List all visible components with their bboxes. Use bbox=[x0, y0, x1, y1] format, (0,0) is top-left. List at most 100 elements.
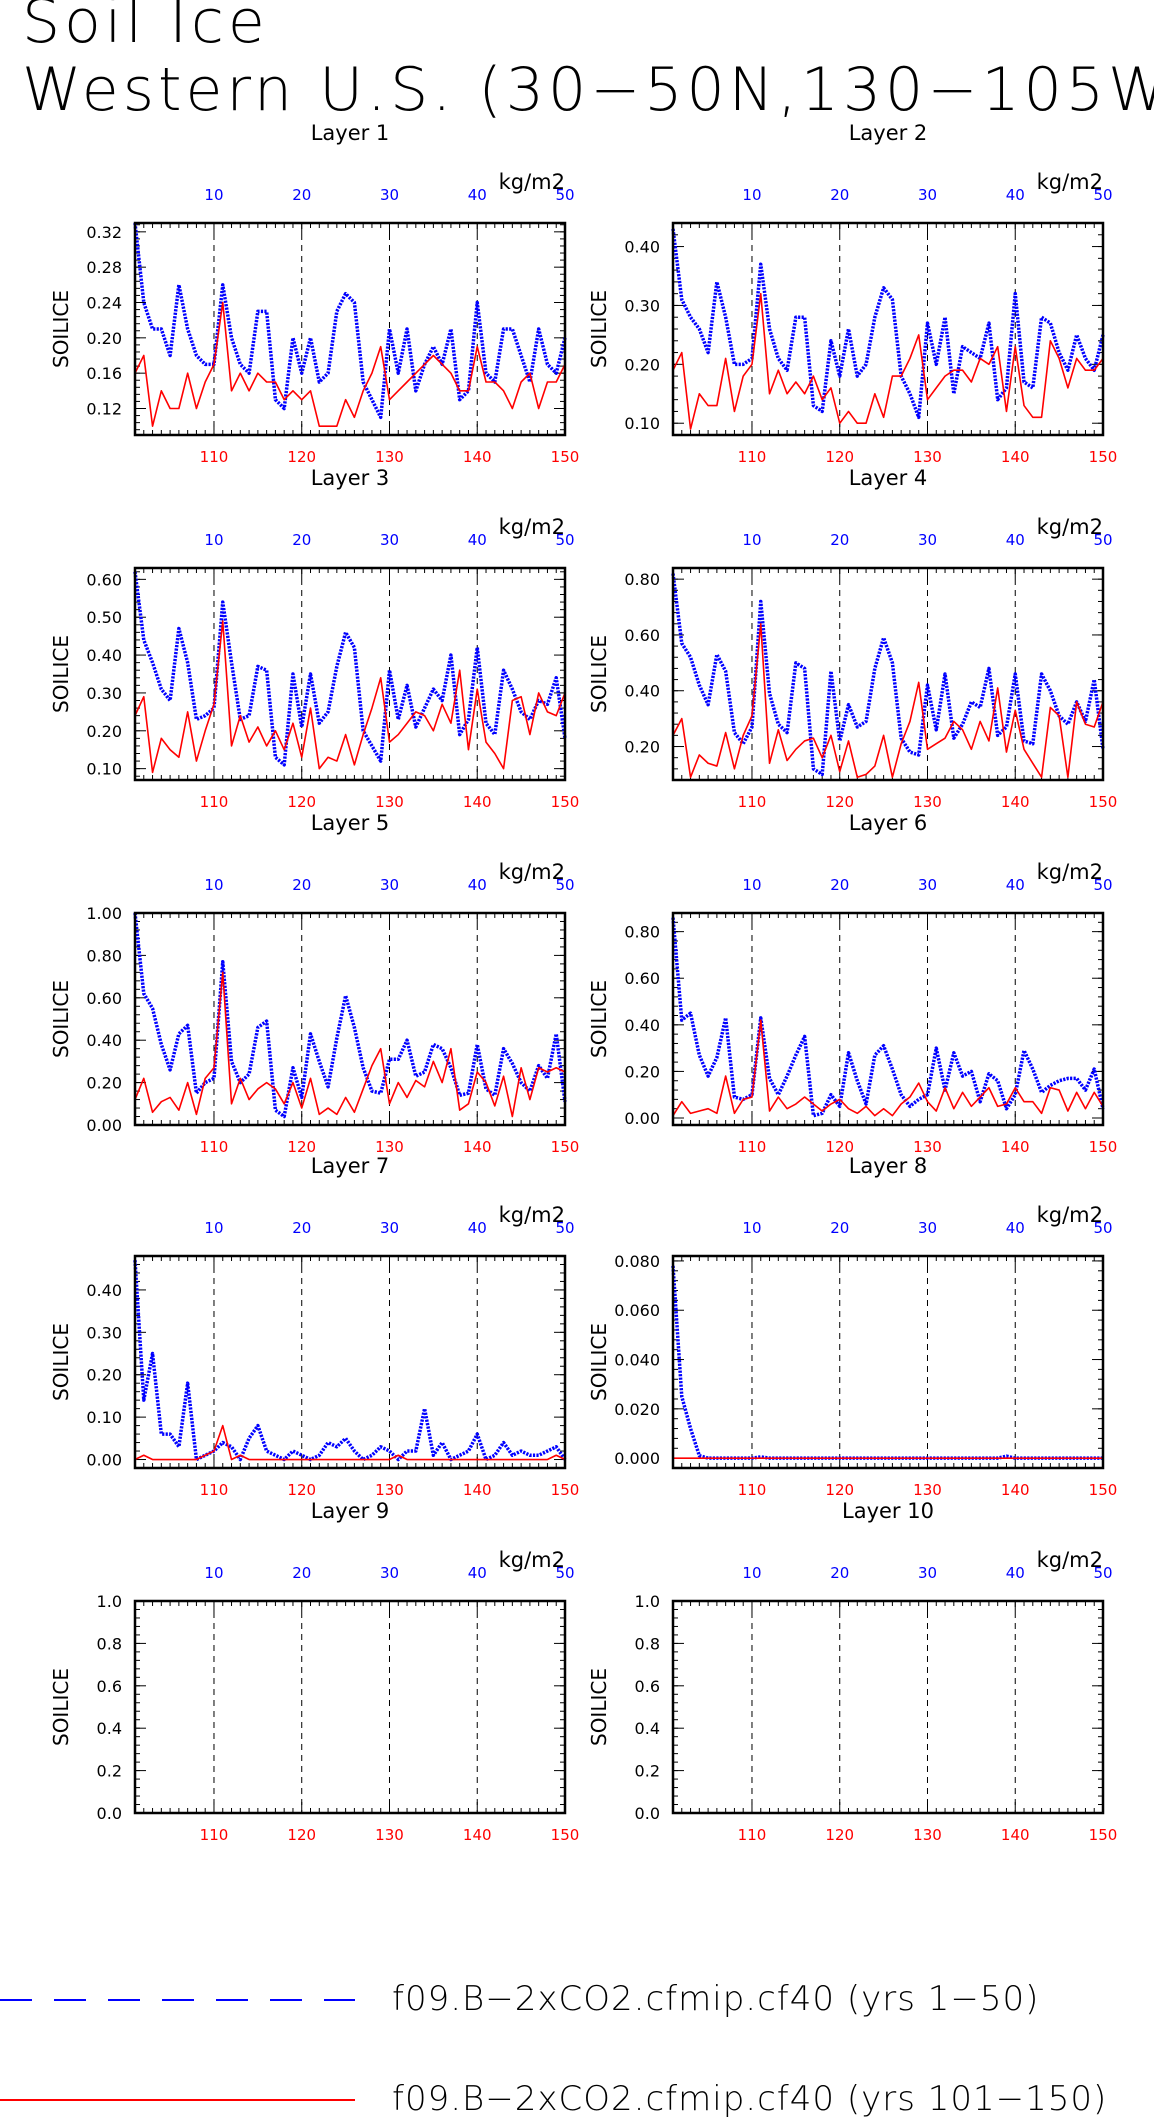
top-tick-label: 20 bbox=[292, 1219, 311, 1237]
y-tick-label: 1.00 bbox=[86, 904, 122, 923]
top-axis-unit: kg/m2 bbox=[1037, 170, 1103, 194]
top-tick-label: 20 bbox=[830, 1219, 849, 1237]
top-tick-label: 20 bbox=[830, 876, 849, 894]
series-line-early bbox=[133, 912, 567, 1119]
plot-frame bbox=[671, 1254, 1105, 1470]
bottom-tick-label: 110 bbox=[200, 448, 229, 466]
bottom-tick-label: 130 bbox=[913, 1138, 942, 1156]
page-title-line2: Western U.S. (30−50N,130−105W) bbox=[22, 55, 1154, 125]
y-tick-label: 0.040 bbox=[614, 1351, 660, 1370]
top-tick-label: 10 bbox=[742, 1219, 761, 1237]
y-tick-label: 0.50 bbox=[86, 608, 122, 627]
bottom-tick-label: 110 bbox=[200, 1138, 229, 1156]
bottom-tick-label: 110 bbox=[738, 1826, 767, 1844]
top-tick-label: 10 bbox=[742, 186, 761, 204]
top-tick-label: 10 bbox=[204, 1564, 223, 1582]
top-tick-label: 40 bbox=[468, 186, 487, 204]
y-axis-label: SOILICE bbox=[49, 1323, 73, 1401]
chart-panel-6: Layer 6 kg/m2 10 20 30 40 50 110 120 130 140 150 0.0… bbox=[587, 811, 1117, 1156]
bottom-tick-label: 120 bbox=[825, 1138, 854, 1156]
y-axis-label: SOILICE bbox=[587, 1323, 611, 1401]
top-tick-label: 20 bbox=[292, 876, 311, 894]
y-tick-label: 0.8 bbox=[635, 1634, 660, 1653]
plot-frame bbox=[671, 911, 1105, 1127]
y-tick-label: 0.40 bbox=[86, 1031, 122, 1050]
top-axis-unit: kg/m2 bbox=[499, 515, 565, 539]
bottom-tick-label: 140 bbox=[463, 448, 492, 466]
y-tick-label: 0.30 bbox=[624, 296, 660, 315]
y-tick-label: 0.00 bbox=[86, 1116, 122, 1135]
chart-panel-4: Layer 4 kg/m2 10 20 30 40 50 110 120 130 140 150 0.2… bbox=[587, 466, 1117, 811]
y-axis-label: SOILICE bbox=[587, 290, 611, 368]
series-line-late bbox=[672, 1019, 1104, 1117]
bottom-tick-label: 150 bbox=[551, 793, 580, 811]
bottom-tick-label: 120 bbox=[287, 1826, 316, 1844]
bottom-tick-label: 130 bbox=[913, 1481, 942, 1499]
bottom-tick-label: 110 bbox=[200, 1826, 229, 1844]
bottom-tick-label: 140 bbox=[463, 793, 492, 811]
y-tick-label: 0.4 bbox=[635, 1719, 660, 1738]
panel-title: Layer 7 bbox=[311, 1154, 390, 1178]
top-tick-label: 30 bbox=[380, 531, 399, 549]
chart-panel-5: Layer 5 kg/m2 10 20 30 40 50 110 120 130 140 150 0.0… bbox=[49, 811, 579, 1156]
bottom-tick-label: 120 bbox=[287, 1481, 316, 1499]
top-tick-label: 30 bbox=[380, 876, 399, 894]
y-tick-label: 0.40 bbox=[624, 238, 660, 257]
top-tick-label: 30 bbox=[918, 876, 937, 894]
panel-title: Layer 9 bbox=[311, 1499, 390, 1523]
chart-panel-1: Layer 1 kg/m2 10 20 30 40 50 110 120 130 140 150 0.1… bbox=[49, 121, 579, 466]
y-tick-label: 1.0 bbox=[635, 1592, 660, 1611]
top-tick-label: 20 bbox=[292, 186, 311, 204]
legend-label-early: f09.B−2xCO2.cfmip.cf40 (yrs 1−50) bbox=[392, 1979, 1040, 2019]
y-axis-label: SOILICE bbox=[587, 1668, 611, 1746]
y-tick-label: 0.60 bbox=[86, 989, 122, 1008]
y-tick-label: 0.20 bbox=[86, 1366, 122, 1385]
bottom-tick-label: 110 bbox=[200, 793, 229, 811]
bottom-tick-label: 120 bbox=[825, 1826, 854, 1844]
bottom-tick-label: 120 bbox=[287, 448, 316, 466]
bottom-tick-label: 110 bbox=[738, 1138, 767, 1156]
plot-frame bbox=[671, 1599, 1105, 1815]
top-tick-label: 50 bbox=[1093, 186, 1112, 204]
y-tick-label: 0.10 bbox=[86, 1408, 122, 1427]
series-line-early bbox=[133, 1260, 567, 1462]
top-tick-label: 30 bbox=[380, 186, 399, 204]
chart-panel-2: Layer 2 kg/m2 10 20 30 40 50 110 120 130 140 150 0.1… bbox=[587, 121, 1117, 466]
y-tick-label: 0.32 bbox=[86, 223, 122, 242]
y-tick-label: 0.00 bbox=[86, 1451, 122, 1470]
bottom-tick-label: 150 bbox=[1089, 793, 1118, 811]
y-tick-label: 0.40 bbox=[86, 646, 122, 665]
bottom-tick-label: 150 bbox=[1089, 1138, 1118, 1156]
panel-title: Layer 2 bbox=[849, 121, 928, 145]
panel-title: Layer 1 bbox=[311, 121, 390, 145]
series-line-early bbox=[671, 573, 1105, 777]
y-tick-label: 0.24 bbox=[86, 294, 122, 313]
chart-panel-7: Layer 7 kg/m2 10 20 30 40 50 110 120 130 140 150 0.0… bbox=[49, 1154, 579, 1499]
top-tick-label: 10 bbox=[204, 531, 223, 549]
bottom-tick-label: 130 bbox=[375, 1826, 404, 1844]
y-tick-label: 0.80 bbox=[624, 923, 660, 942]
top-tick-label: 50 bbox=[1093, 1564, 1112, 1582]
plot-frame bbox=[671, 566, 1105, 782]
y-axis-label: SOILICE bbox=[587, 980, 611, 1058]
bottom-tick-label: 150 bbox=[1089, 1826, 1118, 1844]
bottom-tick-label: 120 bbox=[825, 1481, 854, 1499]
top-tick-label: 50 bbox=[555, 876, 574, 894]
bottom-tick-label: 150 bbox=[1089, 1481, 1118, 1499]
y-tick-label: 0.060 bbox=[614, 1301, 660, 1320]
top-tick-label: 20 bbox=[830, 531, 849, 549]
bottom-tick-label: 120 bbox=[825, 448, 854, 466]
top-tick-label: 40 bbox=[1006, 1564, 1025, 1582]
series-line-late bbox=[134, 301, 566, 427]
top-tick-label: 40 bbox=[1006, 1219, 1025, 1237]
top-tick-label: 10 bbox=[204, 186, 223, 204]
y-tick-label: 0.6 bbox=[97, 1677, 122, 1696]
bottom-tick-label: 120 bbox=[825, 793, 854, 811]
y-tick-label: 0.020 bbox=[614, 1400, 660, 1419]
y-tick-label: 0.40 bbox=[624, 1016, 660, 1035]
y-tick-label: 0.60 bbox=[86, 570, 122, 589]
top-tick-label: 40 bbox=[468, 1564, 487, 1582]
page-title-line1: Soil Ice bbox=[22, 0, 269, 57]
top-tick-label: 30 bbox=[380, 1564, 399, 1582]
